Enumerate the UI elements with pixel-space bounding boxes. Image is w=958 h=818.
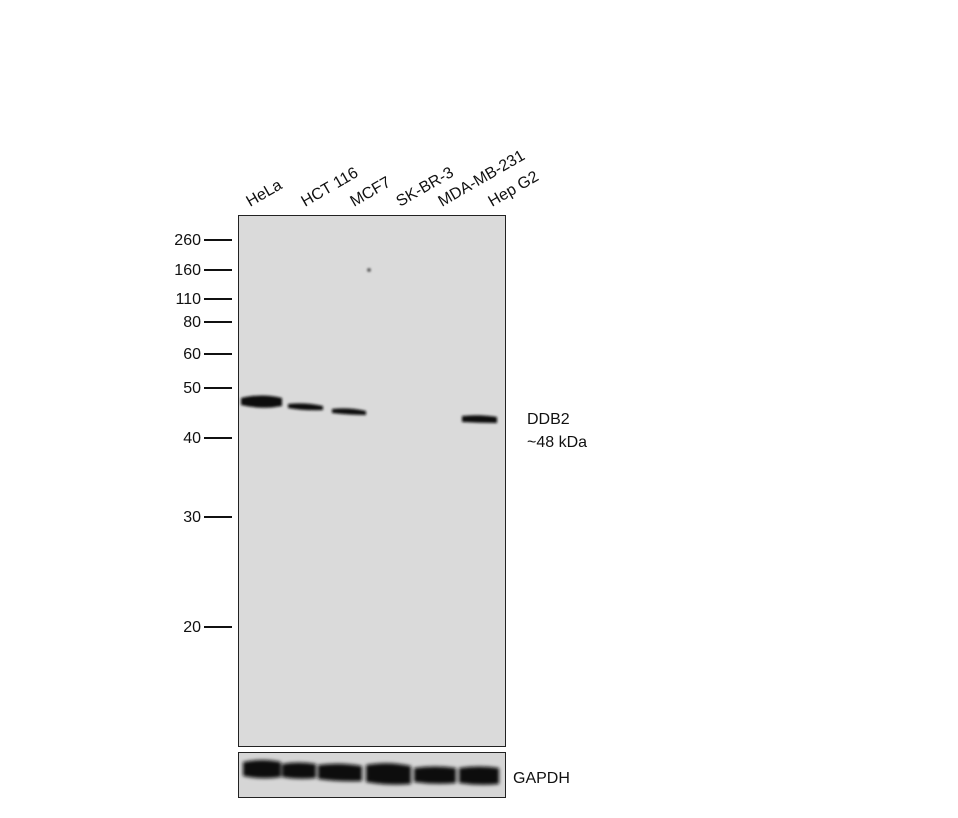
target-size: ~48 kDa — [527, 434, 587, 451]
band — [318, 763, 362, 782]
marker-label: 20 — [183, 619, 201, 636]
marker-label: 260 — [174, 232, 201, 249]
gapdh-bands — [243, 760, 499, 785]
band — [459, 766, 499, 785]
band — [243, 760, 281, 779]
target-name: DDB2 — [527, 411, 570, 428]
marker-label: 30 — [183, 509, 201, 526]
band — [241, 395, 282, 408]
band — [414, 766, 456, 784]
band — [366, 763, 411, 785]
marker-label: 110 — [175, 291, 201, 308]
marker-label: 60 — [183, 346, 201, 363]
band — [462, 415, 497, 423]
marker-label: 50 — [183, 380, 201, 397]
marker-label: 160 — [174, 262, 201, 279]
marker-label: 80 — [183, 314, 201, 331]
lane-label: HeLa — [244, 177, 286, 211]
speck — [367, 268, 371, 272]
band — [282, 762, 316, 779]
target-bands — [241, 268, 497, 423]
marker-label: 40 — [183, 430, 201, 447]
band — [332, 408, 366, 415]
blot-membrane — [238, 215, 506, 747]
loading-control-label: GAPDH — [513, 770, 570, 787]
band — [288, 403, 323, 411]
